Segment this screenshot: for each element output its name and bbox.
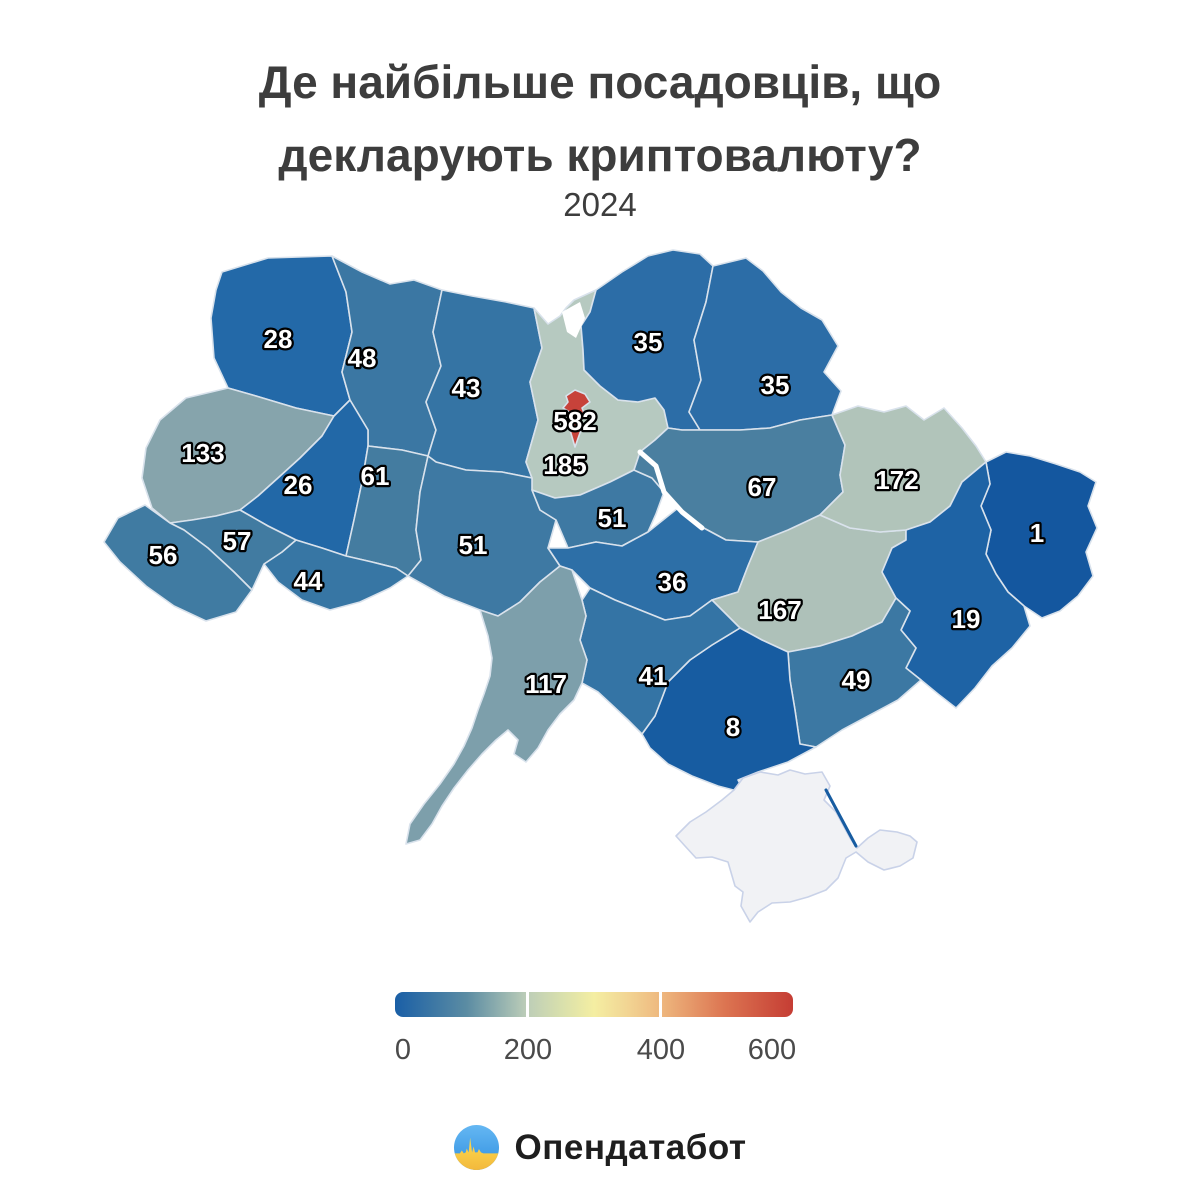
value-label-cherkasy: 51 (598, 503, 627, 533)
footer-brand: Опендатабот (0, 1124, 1200, 1171)
value-label-poltava: 67 (748, 472, 777, 502)
value-label-mykolaiv: 41 (639, 661, 668, 691)
region-cherkasy (531, 469, 665, 549)
brand-name: Опендатабот (514, 1127, 747, 1167)
value-label-rivne: 48 (348, 343, 377, 373)
value-label-kherson: 8 (726, 712, 740, 742)
arabat-spit (824, 788, 858, 848)
value-label-luhansk: 1 (1030, 518, 1044, 548)
value-label-zaporizhzhia: 49 (842, 665, 871, 695)
value-label-kyiv-city: 582 (553, 406, 596, 436)
value-label-ternopil: 26 (284, 470, 313, 500)
region-kyiv-city (562, 389, 591, 448)
region-odesa (405, 565, 588, 845)
title-line-1: Де найбільше посадовців, що (258, 56, 942, 108)
value-label-kharkiv: 172 (875, 465, 918, 495)
value-label-sumy: 35 (761, 370, 790, 400)
page-title: Де найбільше посадовців, що декларують к… (0, 46, 1200, 192)
subtitle-year: 2024 (563, 186, 637, 223)
title-line-2: декларують криптовалюту? (278, 129, 922, 181)
opendatabot-logo-icon (454, 1124, 500, 1171)
value-label-volyn: 28 (264, 324, 293, 354)
value-label-ivano-frankivsk: 57 (223, 526, 252, 556)
region-chernivtsi (263, 539, 409, 611)
kyiv-reservoir (562, 302, 585, 338)
value-label-kirovohrad: 36 (658, 567, 687, 597)
value-label-chernihiv: 35 (634, 327, 663, 357)
region-zhytomyr (425, 289, 543, 479)
value-label-kyiv-oblast: 185 (543, 450, 586, 480)
value-label-vinnytsia: 51 (459, 530, 488, 560)
value-label-odesa: 117 (525, 669, 567, 699)
kremenchuk-reservoir (637, 449, 705, 531)
logo-icon-yellow-pulse (454, 1137, 500, 1171)
value-label-zakarpattia: 56 (149, 540, 178, 570)
region-sumy (688, 257, 842, 431)
value-label-donetsk: 19 (952, 604, 981, 634)
value-label-lviv: 133 (181, 438, 224, 468)
value-label-khmelnytskyi: 61 (361, 461, 390, 491)
value-label-zhytomyr: 43 (452, 373, 481, 403)
value-label-dnipropetrovsk: 167 (758, 595, 801, 625)
region-zakarpattia (103, 504, 253, 622)
value-label-chernivtsi: 44 (294, 566, 323, 596)
region-crimea-no-data (675, 769, 918, 923)
